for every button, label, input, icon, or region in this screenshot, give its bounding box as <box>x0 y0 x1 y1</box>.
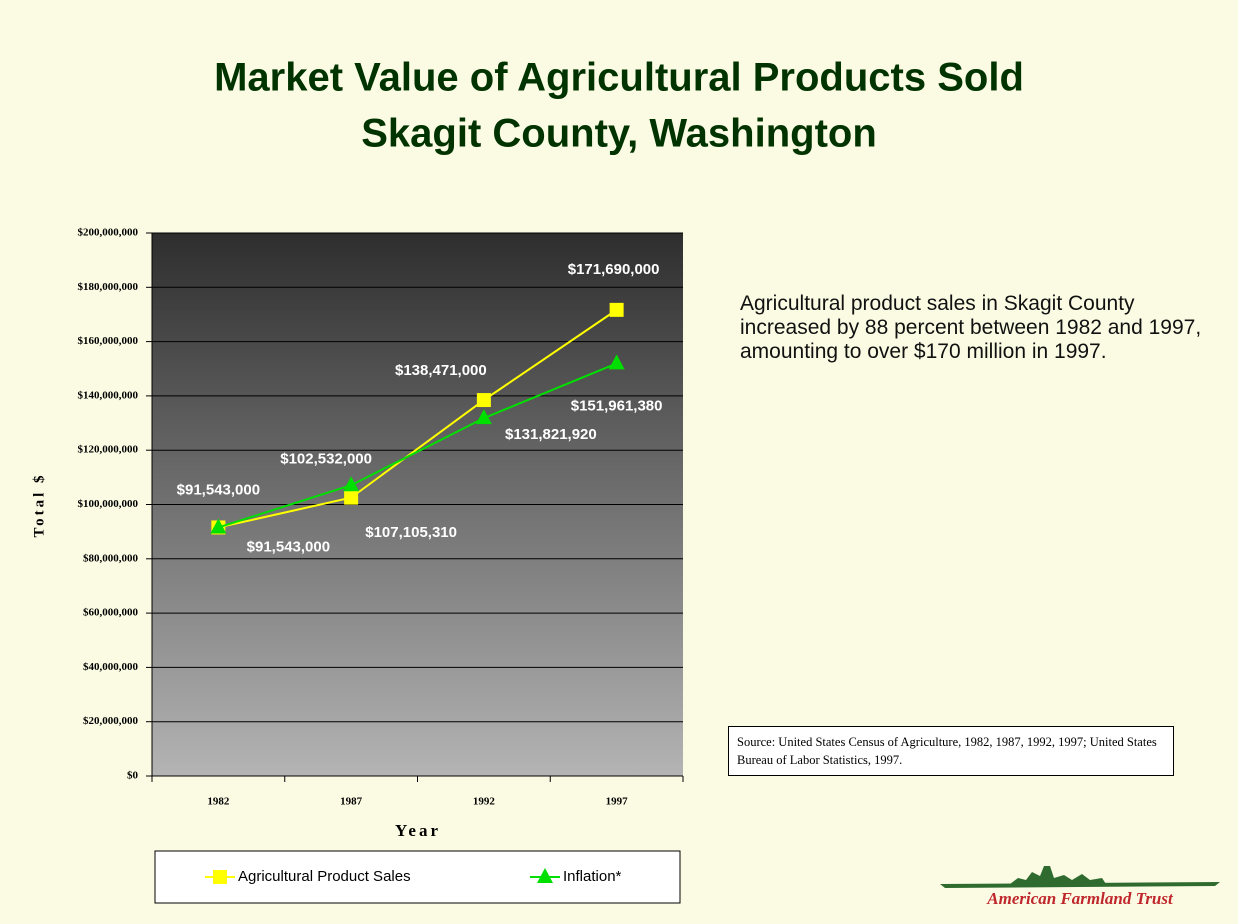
value-label: $91,543,000 <box>177 481 260 498</box>
value-label: $151,961,380 <box>571 397 663 414</box>
point <box>608 354 625 370</box>
y-tick-label: $0 <box>127 770 139 782</box>
source-note: Source: United States Census of Agricult… <box>728 726 1174 776</box>
point <box>343 476 360 492</box>
legend <box>154 850 681 904</box>
point <box>210 518 227 534</box>
value-label: $107,105,310 <box>365 524 457 541</box>
logo: American Farmland Trust <box>940 866 1220 908</box>
y-tick-label: $20,000,000 <box>83 715 139 727</box>
value-label: $171,690,000 <box>568 261 660 278</box>
x-tick-label: 1987 <box>340 796 363 808</box>
y-tick-label: $60,000,000 <box>83 607 139 619</box>
point <box>344 490 359 505</box>
x-axis-label: Year <box>395 821 441 840</box>
series-line <box>218 362 618 529</box>
x-tick-label: 1992 <box>473 796 496 808</box>
point <box>475 409 492 425</box>
value-label: $131,821,920 <box>505 426 597 443</box>
series-line <box>218 309 618 529</box>
chart-title: Market Value of Agricultural Products So… <box>214 56 1024 100</box>
y-tick-label: $140,000,000 <box>78 389 139 401</box>
point <box>537 868 553 883</box>
y-tick-label: $160,000,000 <box>78 335 139 347</box>
value-label: $138,471,000 <box>395 362 487 379</box>
legend-label: Agricultural Product Sales <box>238 868 411 885</box>
y-tick-label: $40,000,000 <box>83 661 139 673</box>
annotation: Agricultural product sales in Skagit Cou… <box>740 292 1202 363</box>
y-tick-label: $200,000,000 <box>78 227 139 239</box>
legend-label: Inflation* <box>563 868 622 885</box>
logo-text: American Farmland Trust <box>986 889 1174 908</box>
y-tick-label: $180,000,000 <box>78 281 139 293</box>
x-tick-label: 1997 <box>606 796 629 808</box>
value-label: $91,543,000 <box>247 538 330 555</box>
point <box>213 870 227 884</box>
y-tick-label: $80,000,000 <box>83 552 139 564</box>
y-tick-label: $120,000,000 <box>78 444 139 456</box>
point <box>476 393 491 408</box>
point <box>609 302 624 317</box>
y-axis-label: Total $ <box>31 472 47 537</box>
value-label: $102,532,000 <box>280 451 372 468</box>
x-tick-label: 1982 <box>207 796 230 808</box>
chart-subtitle: Skagit County, Washington <box>361 112 877 156</box>
y-tick-label: $100,000,000 <box>78 498 139 510</box>
